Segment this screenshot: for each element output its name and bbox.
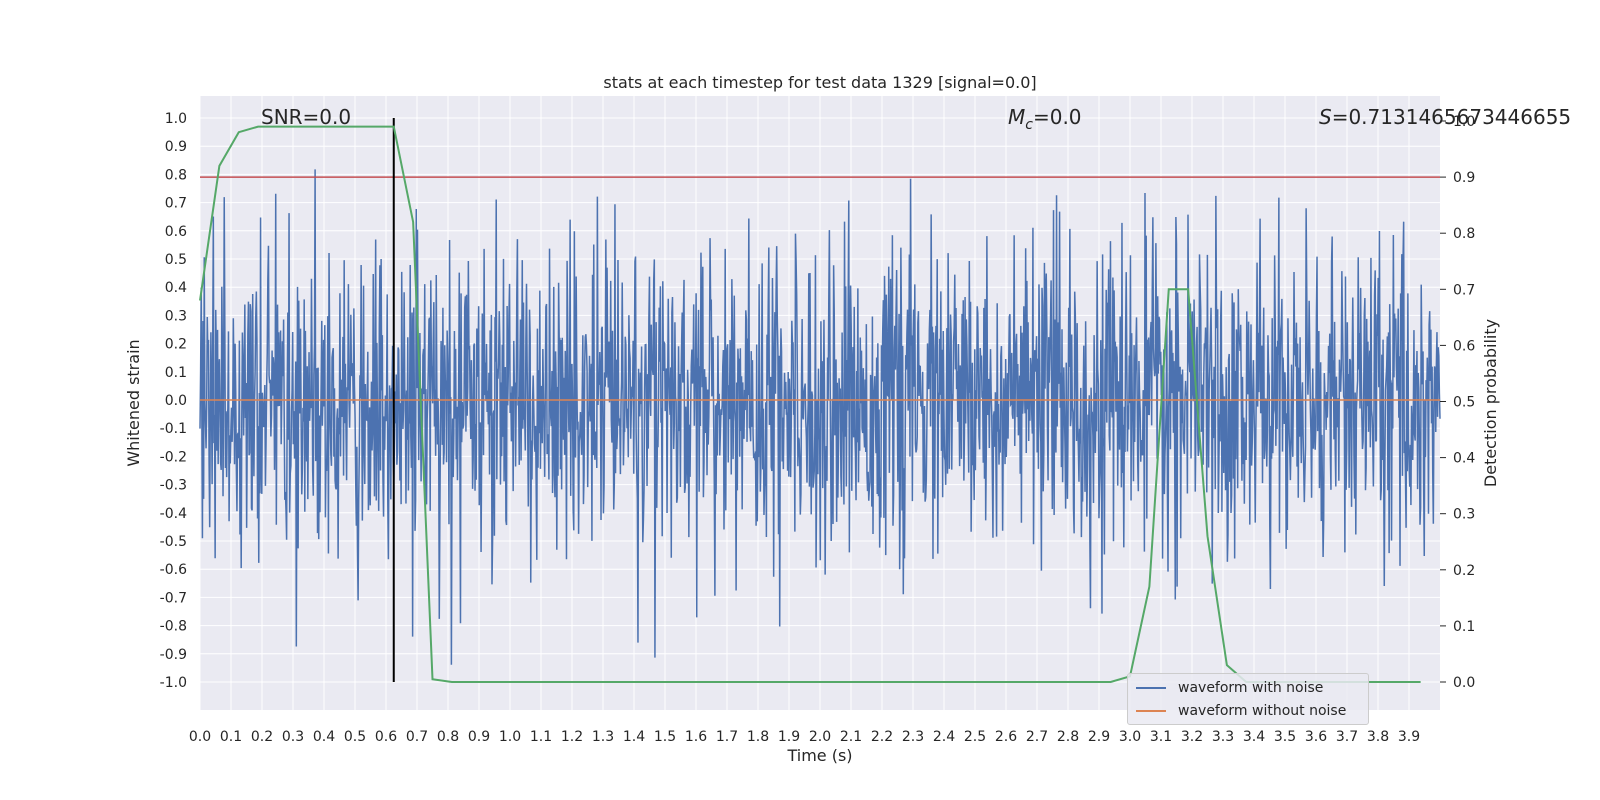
x-axis-ticks: 0.0 0.1 0.2 0.3 0.4 0.5 0.6 0.7 0.8 0.9 1.0 1.1 1.2 1… [189, 729, 1420, 745]
x-tick-label: 0.4 [313, 729, 335, 745]
series-waveform-with-noise [199, 169, 1441, 665]
x-tick-label: 2.5 [964, 729, 986, 745]
legend-swatch-clean [1136, 710, 1166, 712]
score-annotation: S=0.7131465673446655 [1319, 105, 1571, 129]
y-tick-label: -0.7 [160, 590, 187, 606]
x-tick-label: 0.9 [468, 729, 490, 745]
x-tick-label: 0.7 [406, 729, 428, 745]
x-tick-label: 3.7 [1336, 729, 1358, 745]
y-tick-label: -0.2 [160, 449, 187, 465]
x-tick-label: 2.8 [1057, 729, 1079, 745]
legend: waveform with noise waveform without noi… [1127, 673, 1369, 725]
y-right-tick-label: 0.5 [1453, 395, 1475, 411]
y-tick-label: -0.9 [160, 647, 187, 663]
x-tick-label: 3.1 [1150, 729, 1172, 745]
legend-item-clean: waveform without noise [1136, 700, 1346, 722]
legend-item-noise: waveform with noise [1136, 677, 1323, 699]
score-value: =0.7131465673446655 [1332, 105, 1571, 129]
x-tick-label: 3.8 [1367, 729, 1389, 745]
legend-label-noise: waveform with noise [1178, 680, 1324, 696]
y-right-tick-label: 0.0 [1453, 675, 1475, 691]
legend-swatch-noise [1136, 687, 1166, 689]
x-tick-label: 2.3 [902, 729, 924, 745]
x-tick-label: 1.7 [716, 729, 738, 745]
y-axis-right-ticks: 1.0 0.9 0.8 0.7 0.6 0.5 0.4 0.3 0.2 0.1 0.0 [1440, 114, 1475, 691]
x-tick-label: 0.5 [344, 729, 366, 745]
x-tick-label: 3.0 [1119, 729, 1141, 745]
snr-annotation: SNR=0.0 [261, 105, 351, 129]
chirp-mass-value: =0.0 [1033, 105, 1082, 129]
y-tick-label: 0.5 [165, 252, 187, 268]
x-tick-label: 1.5 [654, 729, 676, 745]
x-tick-label: 1.1 [530, 729, 552, 745]
y-tick-label: 0.8 [165, 167, 187, 183]
score-symbol: S [1319, 105, 1332, 129]
x-tick-label: 1.9 [778, 729, 800, 745]
y-tick-label: 0.0 [165, 393, 187, 409]
x-tick-label: 1.2 [561, 729, 583, 745]
chirp-mass-annotation: Mc=0.0 [1008, 105, 1082, 133]
x-tick-label: 2.4 [933, 729, 955, 745]
x-tick-label: 2.1 [840, 729, 862, 745]
x-tick-label: 3.4 [1243, 729, 1265, 745]
y-right-tick-label: 0.6 [1453, 338, 1475, 354]
chirp-mass-subscript: c [1025, 117, 1033, 133]
y-tick-label: -0.5 [160, 534, 187, 550]
x-tick-label: 3.9 [1398, 729, 1420, 745]
y-tick-label: -0.1 [160, 421, 187, 437]
probability-line [199, 125, 1421, 683]
x-tick-label: 3.5 [1274, 729, 1296, 745]
x-tick-label: 0.3 [282, 729, 304, 745]
x-tick-label: 1.3 [592, 729, 614, 745]
x-tick-label: 1.6 [685, 729, 707, 745]
x-tick-label: 1.8 [747, 729, 769, 745]
legend-label-clean: waveform without noise [1178, 703, 1347, 719]
x-tick-label: 2.6 [995, 729, 1017, 745]
y-axis-label: Whitened strain [124, 339, 143, 466]
y-right-tick-label: 0.2 [1453, 563, 1475, 579]
y-tick-label: -0.3 [160, 478, 187, 494]
noise-line [199, 169, 1441, 665]
y-right-tick-label: 0.4 [1453, 451, 1475, 467]
y-tick-label: -0.4 [160, 506, 187, 522]
y-tick-label: 0.4 [165, 280, 187, 296]
x-tick-label: 0.1 [220, 729, 242, 745]
x-tick-label: 2.0 [809, 729, 831, 745]
x-tick-label: 3.2 [1181, 729, 1203, 745]
y-right-tick-label: 0.3 [1453, 507, 1475, 523]
chirp-mass-symbol: M [1008, 105, 1025, 129]
y-tick-label: 1.0 [165, 111, 187, 127]
y-axis-ticks: 1.0 0.9 0.8 0.7 0.6 0.5 0.4 0.3 0.2 0.1 0.0 -0.1 -0.… [160, 111, 187, 691]
y-tick-label: 0.7 [165, 196, 187, 212]
x-tick-label: 2.2 [871, 729, 893, 745]
y-axis-right-label: Detection probability [1481, 319, 1500, 487]
x-tick-label: 0.2 [251, 729, 273, 745]
y-tick-label: 0.1 [165, 365, 187, 381]
x-tick-label: 2.7 [1026, 729, 1048, 745]
x-tick-label: 0.6 [375, 729, 397, 745]
chart-title: stats at each timestep for test data 132… [603, 73, 1036, 92]
y-right-tick-label: 0.1 [1453, 619, 1475, 635]
y-tick-label: -1.0 [160, 675, 187, 691]
y-tick-label: 0.9 [165, 139, 187, 155]
x-tick-label: 3.3 [1212, 729, 1234, 745]
y-tick-label: -0.6 [160, 562, 187, 578]
y-right-tick-label: 0.9 [1453, 170, 1475, 186]
y-tick-label: 0.6 [165, 224, 187, 240]
y-tick-label: 0.2 [165, 337, 187, 353]
y-right-tick-label: 1.0 [1453, 114, 1475, 130]
x-tick-label: 3.6 [1305, 729, 1327, 745]
x-axis-label: Time (s) [786, 746, 852, 765]
x-tick-label: 1.4 [623, 729, 645, 745]
y-right-tick-label: 0.8 [1453, 226, 1475, 242]
x-tick-label: 0.8 [437, 729, 459, 745]
x-tick-label: 0.0 [189, 729, 211, 745]
series-detection-probability [199, 125, 1421, 683]
x-tick-label: 1.0 [499, 729, 521, 745]
y-tick-label: 0.3 [165, 308, 187, 324]
x-tick-label: 2.9 [1088, 729, 1110, 745]
y-right-tick-label: 0.7 [1453, 282, 1475, 298]
y-tick-label: -0.8 [160, 619, 187, 635]
